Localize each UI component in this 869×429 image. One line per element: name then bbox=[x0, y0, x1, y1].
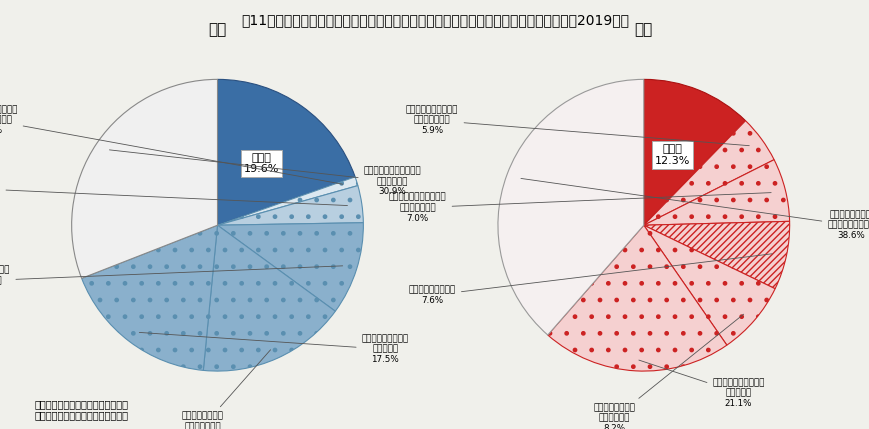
Wedge shape bbox=[203, 225, 335, 371]
Wedge shape bbox=[643, 160, 789, 225]
Text: 正規の職員・従業員の
仕事がないから
10.3%: 正規の職員・従業員の 仕事がないから 10.3% bbox=[0, 266, 342, 296]
Wedge shape bbox=[643, 221, 789, 289]
Wedge shape bbox=[217, 223, 363, 311]
Text: 専門的な技能等を
いかせるから
8.2%: 専門的な技能等を いかせるから 8.2% bbox=[593, 314, 743, 429]
Text: その他
19.6%: その他 19.6% bbox=[243, 153, 279, 174]
Text: 家計の補助・学費
等を得たいから
16.5%: 家計の補助・学費 等を得たいから 16.5% bbox=[182, 350, 270, 429]
Wedge shape bbox=[217, 177, 357, 225]
Text: 通勤時間が短いから
7.6%: 通勤時間が短いから 7.6% bbox=[408, 254, 772, 305]
Title: 男性: 男性 bbox=[209, 23, 226, 38]
Title: 女性: 女性 bbox=[634, 23, 652, 38]
Text: 正規の職員・従業員の
仕事がないから
5.9%: 正規の職員・従業員の 仕事がないから 5.9% bbox=[406, 105, 748, 146]
Text: 家事・育児・介護等と両
立しやすいから
7.0%: 家事・育児・介護等と両 立しやすいから 7.0% bbox=[388, 193, 770, 223]
Text: 家事・育児・介護等と
両立しやすいから
1.0%: 家事・育児・介護等と 両立しやすいから 1.0% bbox=[0, 105, 342, 184]
Text: 専門的な技能等をい
かせるから
17.5%: 専門的な技能等をい かせるから 17.5% bbox=[139, 332, 408, 364]
Wedge shape bbox=[643, 79, 745, 225]
Text: 家計の補助・学費等を
得たいから
21.1%: 家計の補助・学費等を 得たいから 21.1% bbox=[638, 360, 764, 408]
Wedge shape bbox=[643, 225, 774, 345]
Text: その他
12.3%: その他 12.3% bbox=[653, 144, 689, 166]
Wedge shape bbox=[71, 79, 217, 278]
Wedge shape bbox=[217, 186, 363, 225]
Wedge shape bbox=[643, 121, 773, 225]
Text: 自分の都合の上い
時間に働きたいから
38.6%: 自分の都合の上い 時間に働きたいから 38.6% bbox=[521, 178, 869, 240]
Text: 自分の都合のよい時間に
働きたいから
30.9%: 自分の都合のよい時間に 働きたいから 30.9% bbox=[109, 150, 421, 196]
Wedge shape bbox=[217, 79, 355, 225]
Text: 囱11　非正規の職員・従業員の高齢雇用者が現在の雇用形態についた主な理由別内訳（2019年）: 囱11 非正規の職員・従業員の高齢雇用者が現在の雇用形態についた主な理由別内訳（… bbox=[241, 13, 628, 27]
Text: 資料：「労働力調査」（詳細集計）
注）割合は内訳の合計に占める割合: 資料：「労働力調査」（詳細集計） 注）割合は内訳の合計に占める割合 bbox=[35, 399, 129, 420]
Text: 通勤時間が短いから
4.1%: 通勤時間が短いから 4.1% bbox=[0, 179, 347, 205]
Wedge shape bbox=[497, 79, 643, 335]
Wedge shape bbox=[547, 225, 726, 371]
Wedge shape bbox=[82, 225, 217, 370]
